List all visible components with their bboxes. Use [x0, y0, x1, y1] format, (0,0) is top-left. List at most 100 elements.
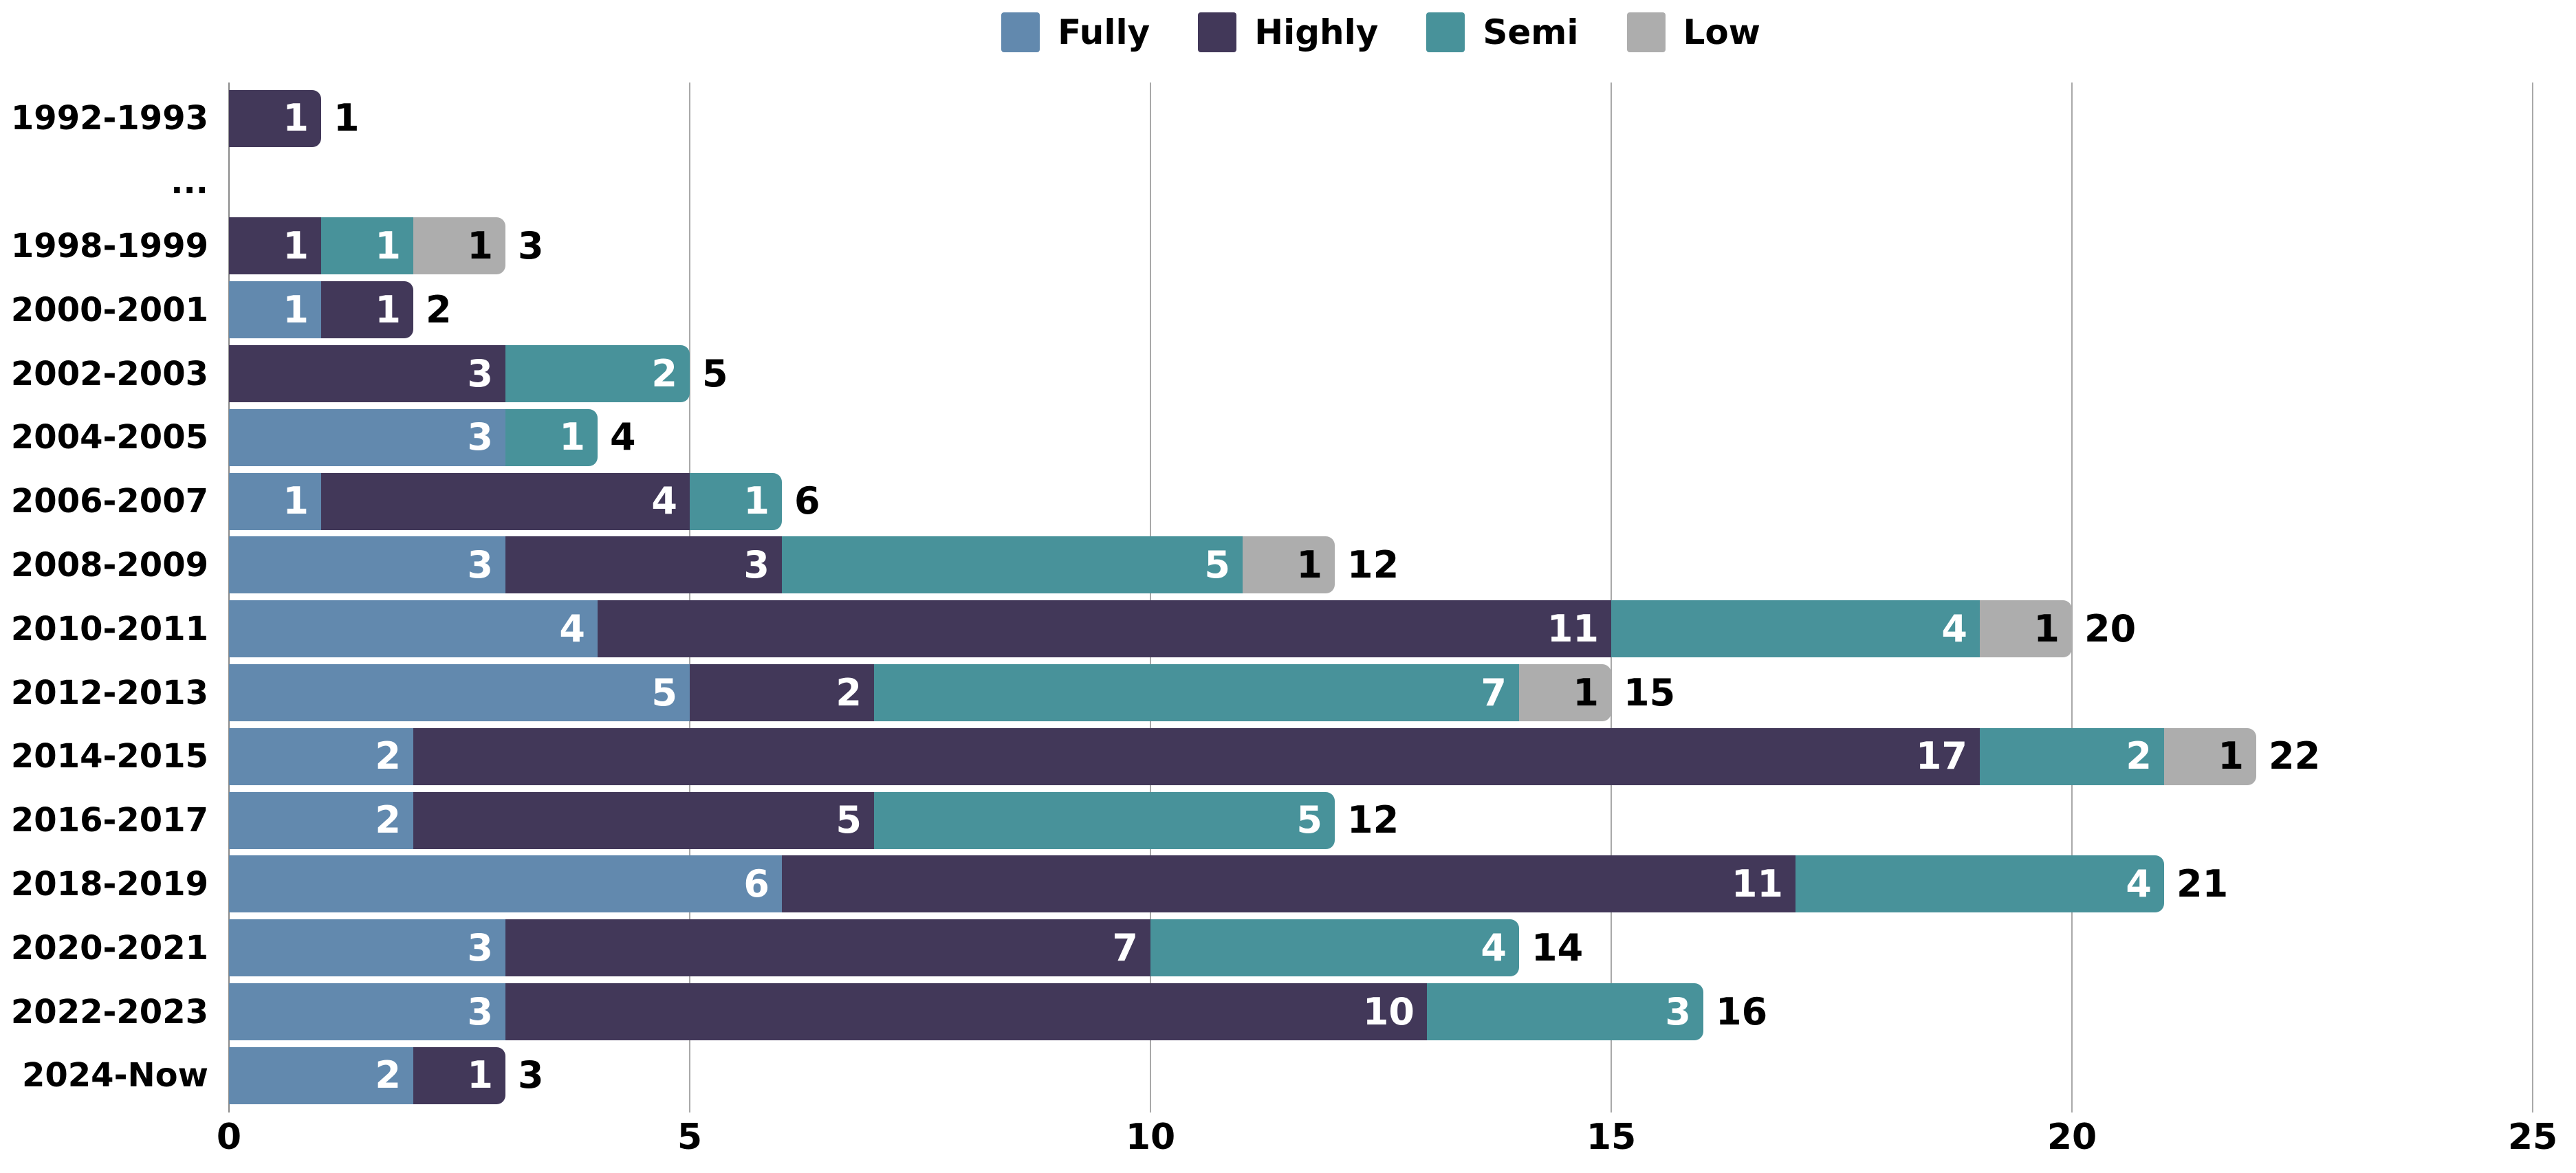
bar-segment-fully: 5 — [229, 664, 690, 722]
bar-segment-semi: 1 — [690, 472, 782, 530]
bar-segment-semi: 1 — [505, 408, 598, 466]
x-axis-tick-label: 0 — [216, 1117, 242, 1158]
legend-swatch-icon — [1198, 12, 1237, 52]
segment-value-label: 1 — [467, 1053, 493, 1097]
y-axis-label: 2018-2019 — [10, 864, 208, 903]
x-axis-tick-label: 10 — [1125, 1117, 1176, 1158]
y-axis-label: 2020-2021 — [10, 928, 208, 967]
bar-row: ... — [0, 151, 2576, 215]
segment-value-label: 4 — [1941, 606, 1967, 650]
segment-value-label: 2 — [2126, 734, 2152, 778]
bar-track: 3 3 5 1 12 — [229, 536, 2576, 594]
bar-segment-semi: 4 — [1150, 919, 1519, 977]
segment-value-label: 3 — [467, 989, 493, 1033]
segment-value-label: 1 — [2033, 606, 2060, 650]
bar-total-label: 12 — [1347, 798, 1399, 842]
segment-value-label: 3 — [467, 542, 493, 586]
bar-segment-low: 1 — [1980, 600, 2072, 658]
gridline — [2071, 83, 2073, 1112]
segment-value-label: 5 — [1296, 798, 1322, 842]
y-axis-label: 2014-2015 — [10, 737, 208, 776]
legend-item-low: Low — [1626, 12, 1760, 52]
bar-rows: 1992-1993 1 1... 1998-1999 1 1 1 3 2000-2001 1 1 2 2… — [0, 87, 2576, 1108]
bar-track: 5 2 7 1 15 — [229, 664, 2576, 722]
segment-value-label: 3 — [743, 542, 769, 586]
bar-segment-fully: 1 — [229, 281, 321, 339]
x-axis: 0 5 10 15 20 25 — [0, 1119, 2576, 1167]
segment-value-label: 2 — [836, 670, 862, 714]
bar-segment-highly: 3 — [505, 536, 782, 594]
segment-value-label: 1 — [467, 223, 493, 267]
x-axis-tick-label: 15 — [1586, 1117, 1637, 1158]
segment-value-label: 17 — [1915, 734, 1967, 778]
legend-swatch-icon — [1001, 12, 1040, 52]
bar-segment-semi: 5 — [874, 791, 1335, 849]
bar-segment-highly: 17 — [413, 727, 1980, 785]
legend: Fully Highly Semi Low — [229, 12, 2533, 52]
segment-value-label: 1 — [283, 223, 309, 267]
segment-value-label: 5 — [651, 670, 677, 714]
bar-row: 2010-2011 4 11 4 1 20 — [0, 597, 2576, 661]
legend-swatch-icon — [1626, 12, 1666, 52]
bar-row: 2008-2009 3 3 5 1 12 — [0, 534, 2576, 598]
legend-item-highly: Highly — [1198, 12, 1378, 52]
bar-segment-semi: 7 — [874, 664, 1519, 722]
segment-value-label: 2 — [375, 798, 401, 842]
bar-total-label: 20 — [2084, 606, 2137, 650]
y-axis-label: 2016-2017 — [10, 801, 208, 840]
bar-segment-highly: 1 — [413, 1046, 505, 1104]
bar-segment-fully: 3 — [229, 919, 505, 977]
segment-value-label: 6 — [743, 862, 769, 906]
segment-value-label: 2 — [651, 351, 677, 395]
bar-total-label: 6 — [794, 479, 820, 523]
segment-value-label: 4 — [651, 479, 677, 523]
legend-swatch-icon — [1426, 12, 1465, 52]
bar-segment-semi: 2 — [1980, 727, 2164, 785]
bar-row: 2020-2021 3 7 4 14 — [0, 916, 2576, 980]
segment-value-label: 1 — [375, 223, 401, 267]
bar-total-label: 22 — [2269, 734, 2321, 778]
segment-value-label: 11 — [1731, 862, 1783, 906]
gridline — [1150, 83, 1151, 1112]
bar-row: 2000-2001 1 1 2 — [0, 278, 2576, 342]
y-axis-label: 2024-Now — [21, 1056, 208, 1095]
bar-segment-fully: 4 — [229, 600, 598, 658]
y-axis-label: 2012-2013 — [10, 673, 208, 712]
bar-track: 2 5 5 12 — [229, 791, 2576, 849]
bar-row: 2012-2013 5 2 7 1 15 — [0, 661, 2576, 725]
bar-row: 2004-2005 3 1 4 — [0, 406, 2576, 470]
segment-value-label: 7 — [1481, 670, 1507, 714]
bar-segment-highly: 3 — [229, 345, 505, 403]
bar-segment-highly: 1 — [229, 217, 321, 275]
bar-track: 2 17 2 1 22 — [229, 727, 2576, 785]
bar-total-label: 12 — [1347, 542, 1399, 586]
y-axis-label: ... — [171, 163, 208, 202]
bar-segment-low: 1 — [2164, 727, 2256, 785]
segment-value-label: 5 — [1204, 542, 1230, 586]
legend-item-fully: Fully — [1001, 12, 1150, 52]
bar-row: 2014-2015 2 17 2 1 22 — [0, 725, 2576, 789]
x-axis-tick-label: 20 — [2046, 1117, 2097, 1158]
bar-segment-low: 1 — [1243, 536, 1335, 594]
bar-segment-fully: 2 — [229, 1046, 413, 1104]
bar-segment-highly: 1 — [229, 89, 321, 147]
segment-value-label: 4 — [2126, 862, 2152, 906]
bar-segment-semi: 2 — [505, 345, 690, 403]
bar-segment-highly: 4 — [321, 472, 690, 530]
segment-value-label: 1 — [283, 479, 309, 523]
segment-value-label: 3 — [467, 415, 493, 459]
bar-segment-highly: 11 — [598, 600, 1611, 658]
segment-value-label: 1 — [2218, 734, 2244, 778]
y-axis-label: 2002-2003 — [10, 354, 208, 393]
segment-value-label: 1 — [283, 287, 309, 331]
bar-segment-highly: 1 — [321, 281, 413, 339]
legend-label: Low — [1683, 12, 1760, 52]
bar-row: 1998-1999 1 1 1 3 — [0, 215, 2576, 278]
segment-value-label: 1 — [1296, 542, 1322, 586]
bar-row: 2018-2019 6 11 4 21 — [0, 853, 2576, 917]
bar-segment-highly: 10 — [505, 983, 1427, 1041]
